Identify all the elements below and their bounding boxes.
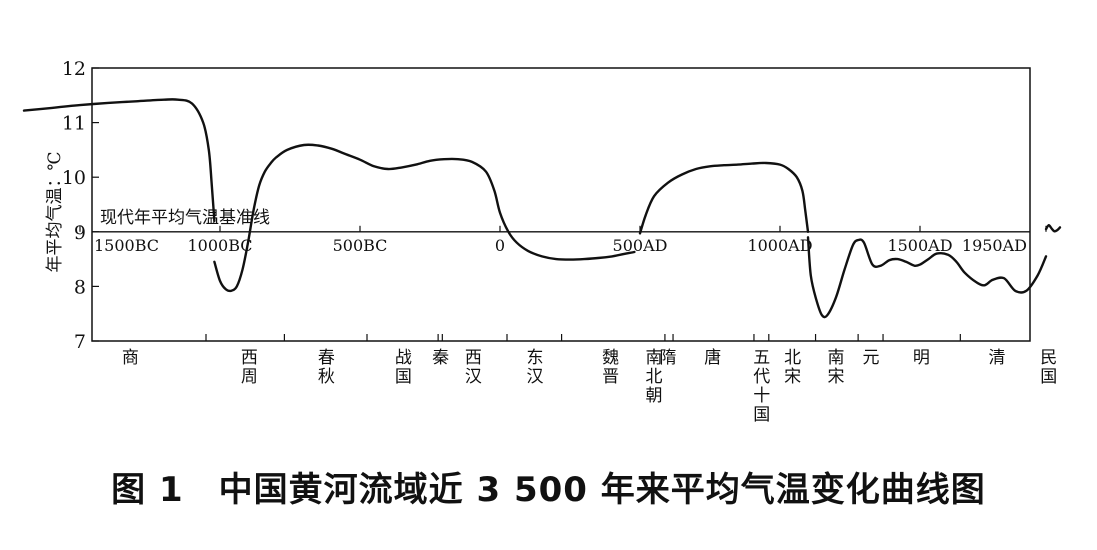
temperature-curve-segment — [638, 161, 810, 235]
x-tick-label: 1000BC — [187, 236, 252, 255]
dynasty-label: 明 — [913, 348, 930, 368]
y-axis-label: 年平均气温：℃ — [45, 151, 65, 272]
x-tick-label: 1950AD — [962, 236, 1027, 255]
x-tick-label: 1500BC — [94, 236, 159, 255]
dynasty-label: 民国 — [1040, 348, 1057, 387]
dynasty-label: 北宋 — [784, 348, 801, 387]
dynasty-label: 商 — [122, 348, 139, 368]
y-tick-label: 8 — [74, 276, 86, 298]
dynasty-label: 西周 — [241, 348, 258, 387]
dynasty-label: 唐 — [704, 347, 721, 368]
x-tick-label: 0 — [495, 236, 505, 255]
temperature-curve-segment — [1044, 224, 1062, 233]
baseline-layer: 现代年平均气温基准线 — [92, 208, 1030, 233]
y-tick-label: 9 — [74, 222, 86, 244]
figure-caption: 图 1 中国黄河流域近 3 500 年来平均气温变化曲线图 — [111, 470, 986, 510]
baseline-label: 现代年平均气温基准线 — [100, 208, 270, 228]
dynasty-label: 春秋 — [318, 348, 335, 387]
dynasty-label: 西汉 — [465, 348, 482, 387]
y-tick-label: 11 — [62, 113, 86, 135]
y-tick-label: 10 — [62, 167, 86, 189]
x-tick-label: 1500AD — [887, 236, 952, 255]
plot-frame-layer — [91, 67, 1031, 342]
x-tick-label: 500AD — [613, 236, 668, 255]
temperature-chart: 7 8 9 10 11 12 现代年平均气温基准线 1500BC 1000BC 500BC 0 5… — [22, 58, 1062, 425]
dynasty-label: 秦 — [432, 348, 449, 368]
dynasty-label: 东汉 — [527, 348, 544, 387]
dynasty-label: 元 — [863, 348, 880, 368]
temperature-curve-segment — [22, 98, 216, 223]
x-tick-label: 1000AD — [747, 236, 812, 255]
y-axis: 7 8 9 10 11 12 — [62, 58, 99, 353]
dynasty-label: 南北朝 — [646, 348, 663, 406]
temperature-curve — [22, 98, 1062, 319]
temperature-curve-segment — [806, 236, 1048, 319]
x-axis-ticks: 1500BC 1000BC 500BC 0 500AD 1000AD 1500AD 1950A… — [79, 225, 1047, 255]
dynasty-label: 隋 — [660, 348, 677, 368]
x-tick-label: 500BC — [333, 236, 388, 255]
dynasty-label: 清 — [989, 348, 1006, 368]
temperature-curve-segment — [213, 143, 636, 293]
dynasty-label: 魏晋 — [602, 348, 619, 387]
plot-frame — [91, 67, 1031, 342]
y-tick-label: 12 — [62, 58, 86, 80]
dynasty-label: 战国 — [395, 348, 412, 387]
y-tick-label: 7 — [74, 331, 86, 353]
dynasty-label: 南宋 — [828, 348, 845, 387]
dynasty-label: 五代十国 — [753, 348, 770, 425]
